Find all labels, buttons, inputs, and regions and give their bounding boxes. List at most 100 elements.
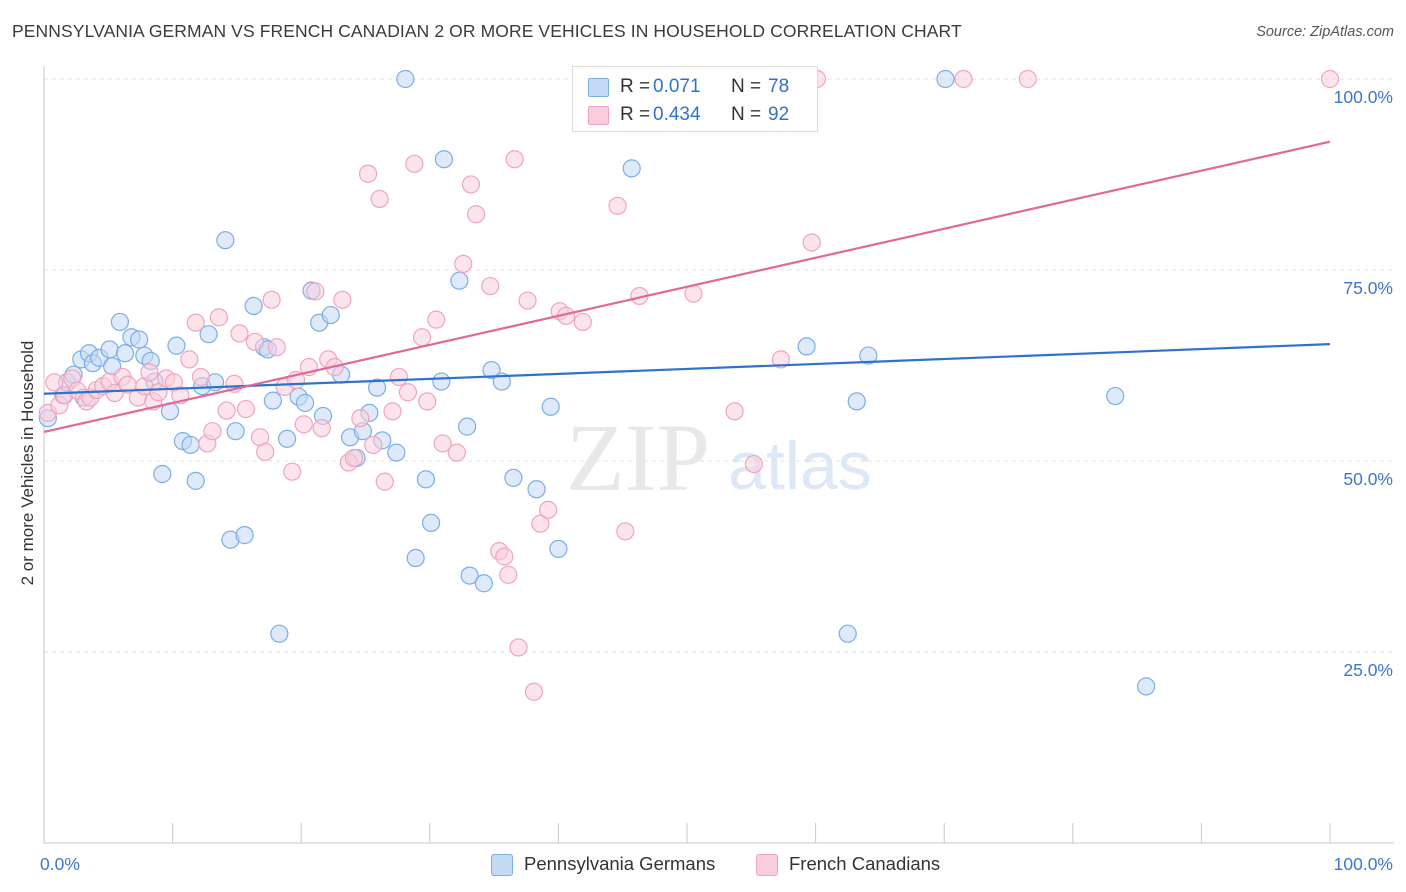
data-point [217,401,236,420]
data-point [1106,386,1125,406]
data-point [531,514,550,533]
trend-line-1 [43,140,1331,434]
data-point [140,363,159,382]
data-point [267,338,286,357]
data-point [105,383,124,403]
data-point [295,393,315,413]
data-point [608,196,627,215]
data-point [847,392,866,411]
series-1-points [38,69,1340,701]
data-point [167,336,186,355]
legend-label: French Canadians [789,853,941,874]
data-point [541,397,560,416]
data-point [518,291,537,310]
data-point [191,367,210,387]
data-point [367,378,387,397]
data-point [838,624,857,643]
trend-line-0 [43,343,1331,395]
x-tick-label: 100.0% [1334,854,1393,874]
legend-row-pennsylvania-germans: R = 0.071 N = 78 [573,72,817,102]
data-point [495,547,514,566]
data-point [427,310,446,329]
data-point [1018,69,1037,89]
data-point [358,164,378,183]
data-point [230,324,249,343]
data-point [527,480,546,499]
data-point [115,344,135,363]
data-point [277,429,297,448]
data-point [263,391,283,410]
data-point [262,290,281,309]
data-point [375,472,394,491]
data-point [364,435,383,455]
data-point [466,205,486,224]
legend-r-label: R = [620,76,651,97]
data-point [1137,677,1156,696]
data-point [396,69,415,89]
data-point [936,69,955,89]
data-point [524,682,544,701]
data-point [370,189,389,209]
series-legend: Pennsylvania Germans French Canadians [0,851,1406,879]
data-point [771,350,790,369]
data-point [744,454,763,474]
data-point [351,409,370,428]
data-point [539,500,558,519]
data-point [333,290,352,309]
data-point [256,442,275,461]
legend-swatch-pink [588,106,609,125]
data-point [412,328,432,347]
legend-n-value: 78 [768,76,790,97]
data-point [344,448,364,468]
data-point [270,624,289,643]
scatter-points [38,69,1340,701]
data-point [186,313,205,332]
data-point [245,332,265,351]
watermark-zip: ZIP [566,404,710,511]
legend-label: Pennsylvania Germans [524,853,716,874]
data-point [499,565,518,584]
y-axis-label: 2 or more Vehicles in Household [18,340,37,585]
data-point [416,470,436,489]
legend-r-value: 0.434 [653,104,701,125]
data-point [236,399,256,419]
data-point [797,337,816,356]
legend-swatch-blue [491,854,513,876]
data-point [45,373,64,392]
data-point [406,548,425,568]
legend-swatch-blue [588,78,609,97]
x-tick-label: 0.0% [40,854,80,874]
trend-lines [43,140,1331,434]
legend-r-value: 0.071 [653,76,701,97]
data-point [244,296,263,316]
y-tick-label: 25.0% [1343,660,1393,680]
data-point [181,435,200,455]
data-point [383,402,402,421]
data-point [321,305,340,325]
data-point [283,462,302,481]
y-tick-label: 100.0% [1334,87,1393,107]
data-point [481,276,500,296]
data-point [110,312,129,332]
data-point [447,443,466,462]
data-point [199,325,218,344]
data-point [153,464,172,484]
axes [43,66,1394,844]
y-axis-label-container: 2 or more Vehicles in Household [16,95,40,830]
y-tick-label: 75.0% [1343,278,1393,298]
source-label: Source: ZipAtlas.com [1256,24,1394,40]
legend-r-label: R = [620,104,651,125]
data-point [306,282,325,301]
data-point [802,233,821,252]
data-point [434,150,454,169]
data-point [549,539,568,558]
data-point [294,415,313,434]
data-point [180,350,199,369]
data-point [622,159,641,178]
data-point [203,422,222,441]
data-point [454,254,473,273]
data-point [616,522,635,541]
data-point [421,513,441,532]
data-point [387,443,406,462]
